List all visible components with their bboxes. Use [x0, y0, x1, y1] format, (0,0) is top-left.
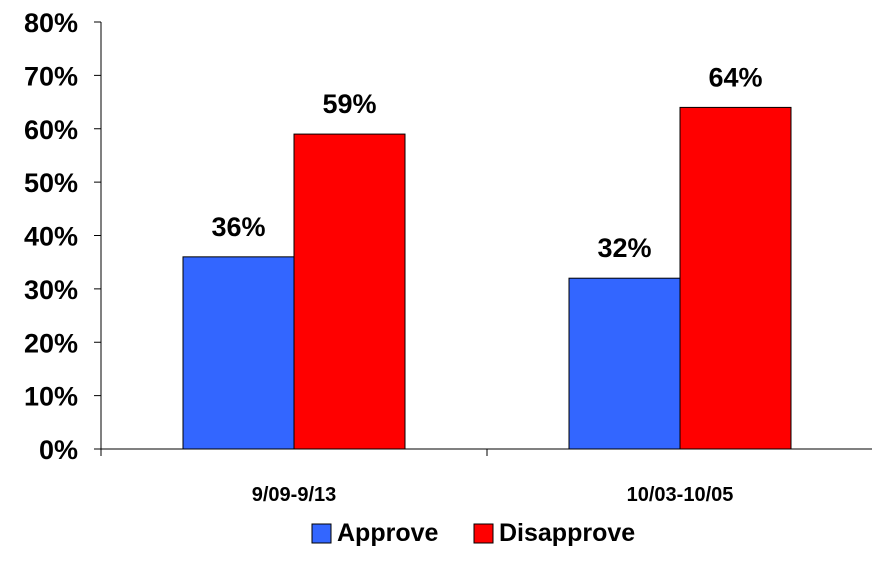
y-axis: 0% 10% 20% 30% 40% 50% 60% 70% 80% — [24, 8, 102, 465]
data-label: 36% — [211, 212, 265, 242]
y-tick-label: 20% — [24, 328, 78, 358]
legend-swatch-disapprove — [473, 523, 494, 544]
y-tick-label: 10% — [24, 382, 78, 412]
bar-approve — [182, 256, 295, 450]
y-tick-label: 0% — [39, 435, 78, 465]
data-label: 59% — [322, 89, 376, 119]
y-tick-label: 50% — [24, 168, 78, 198]
data-label: 64% — [708, 62, 762, 92]
bar-disapprove — [679, 106, 792, 450]
bar-approve — [568, 277, 681, 450]
y-tick-label: 60% — [24, 115, 78, 145]
data-labels: 36% 59% 32% 64% — [211, 62, 762, 263]
legend-label: Approve — [337, 519, 439, 547]
x-tick-label: 10/03-10/05 — [627, 484, 734, 506]
y-tick-label: 70% — [24, 61, 78, 91]
x-tick-label: 9/09-9/13 — [252, 484, 337, 506]
y-tick-label: 80% — [24, 8, 78, 38]
legend-swatch-approve — [311, 523, 332, 544]
legend: Approve Disapprove — [311, 519, 635, 547]
y-tick-label: 30% — [24, 275, 78, 305]
legend-label: Disapprove — [499, 519, 635, 547]
bar-disapprove — [293, 133, 406, 450]
data-label: 32% — [597, 233, 651, 263]
y-tick-label: 40% — [24, 222, 78, 252]
x-axis: 9/09-9/13 10/03-10/05 — [100, 448, 872, 506]
bars — [182, 106, 792, 450]
